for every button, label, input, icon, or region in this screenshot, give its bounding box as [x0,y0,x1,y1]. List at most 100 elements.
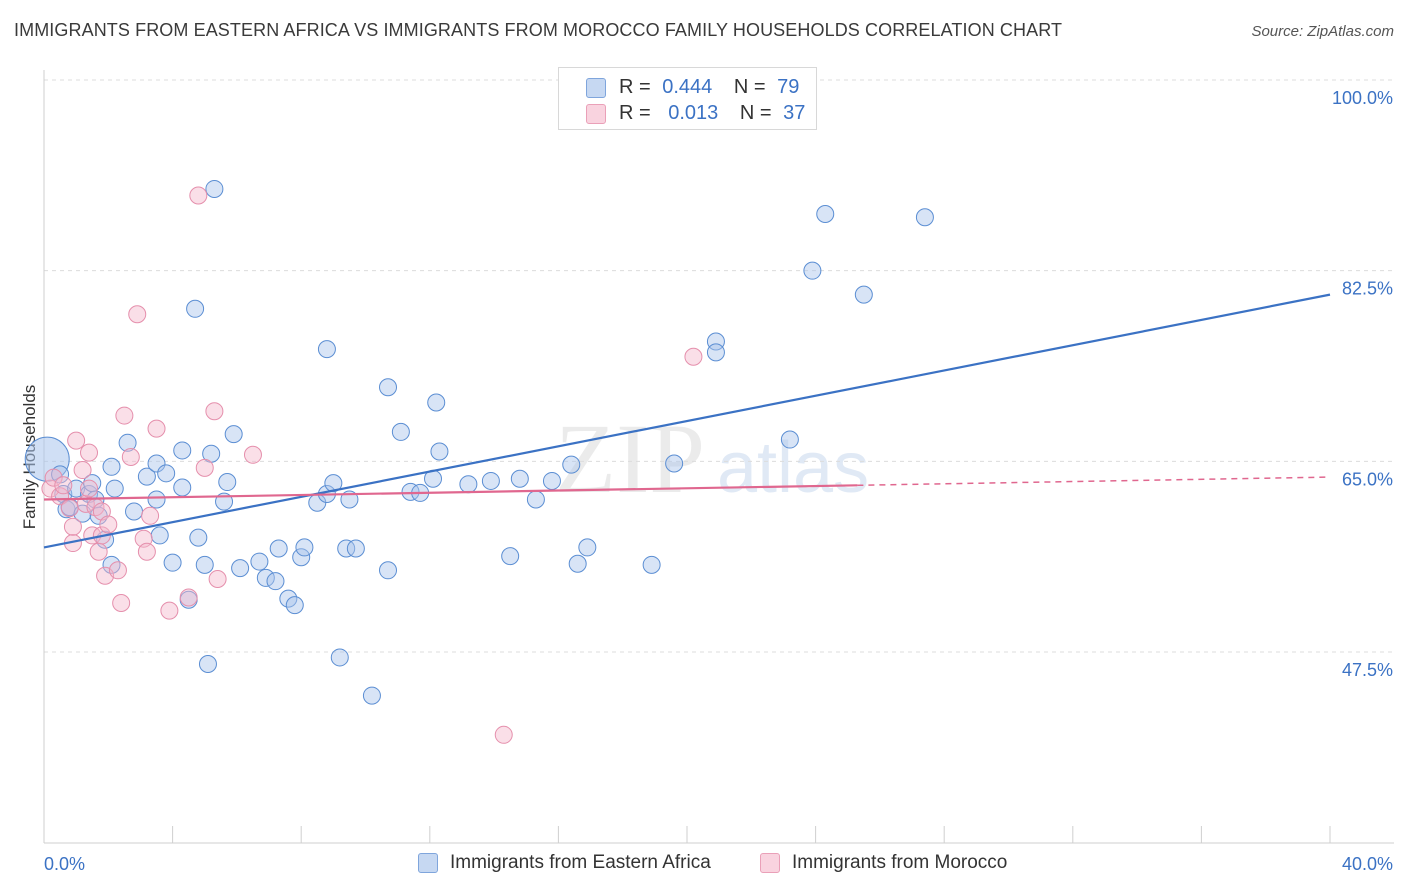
data-point [542,471,561,490]
data-point [494,725,513,744]
data-point [147,490,166,509]
r-label: R = [619,76,651,98]
data-point [189,186,208,205]
r-value-eastern-africa: 0.444 [662,76,713,98]
data-point [218,473,237,492]
data-point [562,455,581,474]
trend-line-morocco-extension [857,476,1331,487]
trend-line-eastern-africa [43,293,1331,549]
data-point [141,506,160,525]
data-point [108,561,127,580]
data-point [92,502,111,521]
data-point [195,555,214,574]
data-point [150,526,169,545]
data-point [292,548,311,567]
data-point [121,447,140,466]
data-point [510,469,529,488]
data-point [163,553,182,572]
x-tick-label: 40.0% [1342,854,1393,874]
data-point [459,475,478,494]
data-point [231,559,250,578]
data-point [51,487,70,506]
data-point [137,467,156,486]
data-point [173,441,192,460]
data-point [173,478,192,497]
watermark-atlas: atlas [717,428,869,508]
x-tick-label: 0.0% [44,854,85,874]
legend-swatch-pink [586,104,606,124]
morocco-points [41,186,703,744]
data-point [427,393,446,412]
data-point [578,538,597,557]
data-point [915,208,934,227]
data-point [317,340,336,359]
y-tick-label: 100.0% [1332,88,1393,108]
data-point [186,299,205,318]
data-point [346,539,365,558]
eastern-africa-points [24,179,934,705]
data-point [89,542,108,561]
data-point [362,686,381,705]
data-point [99,515,118,534]
data-point [706,343,725,362]
chart-title: IMMIGRANTS FROM EASTERN AFRICA VS IMMIGR… [14,20,1063,40]
data-point [189,528,208,547]
data-point [379,561,398,580]
data-point [147,419,166,438]
data-point [665,454,684,473]
data-point [285,596,304,615]
data-point [224,425,243,444]
data-point [250,552,269,571]
trend-line-morocco [43,484,858,501]
data-point [80,443,99,462]
data-point [816,205,835,224]
n-label: N = [733,76,766,98]
n-value-morocco: 37 [783,102,806,124]
data-point [105,479,124,498]
legend-swatch-blue [586,78,606,98]
data-point [195,458,214,477]
data-point [256,568,275,587]
data-point [115,406,134,425]
data-point [63,517,82,536]
bottom-legend-swatch-pink [760,853,780,873]
data-point [73,461,92,480]
data-point [205,402,224,421]
data-point [269,539,288,558]
data-point [102,457,121,476]
n-value-eastern-africa: 79 [777,76,800,98]
data-point [642,555,661,574]
source-label: Source: ZipAtlas.com [1251,23,1394,40]
data-point [179,588,198,607]
data-point [118,433,137,452]
data-point [526,490,545,509]
data-point [67,431,86,450]
y-tick-label: 47.5% [1342,660,1393,680]
data-point [205,179,224,198]
bottom-legend-swatch-blue [418,853,438,873]
bottom-legend-label-eastern-africa: Immigrants from Eastern Africa [450,852,711,873]
y-tick-label: 65.0% [1342,469,1393,489]
data-point [60,499,79,518]
data-point [147,454,166,473]
data-point [379,378,398,397]
r-label: R = [619,102,651,124]
data-point [430,442,449,461]
data-point [128,305,147,324]
data-point [54,476,73,495]
tick-labels: 47.5% 65.0% 82.5% 100.0% 0.0% 40.0% [44,88,1393,874]
watermark: ZIP atlas [555,403,869,514]
data-point [44,468,63,487]
data-point [208,570,227,589]
data-point [481,471,500,490]
n-label: N = [739,102,772,124]
y-tick-label: 82.5% [1342,279,1393,299]
data-point [112,593,131,612]
correlation-legend: R = 0.444 N = 79 R = 0.013 N = 37 [558,67,817,130]
data-point [706,332,725,351]
data-point [780,430,799,449]
data-point [295,538,314,557]
data-point [854,285,873,304]
data-point [391,422,410,441]
data-point [125,502,144,521]
